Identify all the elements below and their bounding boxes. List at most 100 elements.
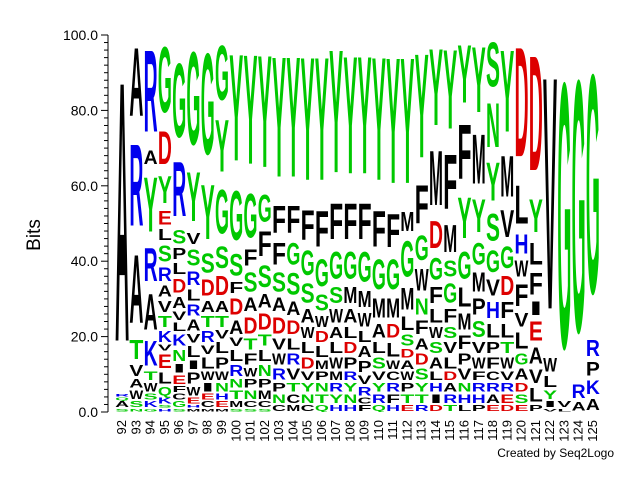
logo-letter: F [329,194,343,251]
logo-letter: F [358,404,372,413]
logo-letter: F [443,305,457,327]
logo-letter: L [158,227,172,245]
x-position-label: 109 [357,420,372,442]
logo-letter: S [443,324,457,342]
logo-letter: Q [115,397,129,402]
logo-letter: A [358,343,372,361]
logo-letter: H [472,393,486,405]
logo-letter: E [186,397,200,405]
logo-letter: V [457,365,472,383]
logo-letter: Y [443,27,457,154]
logo-letter: Y [343,381,358,394]
logo-letter: M [286,404,300,413]
logo-letter: H [215,393,229,401]
logo-letter: Y [415,381,430,394]
logo-letter: G [372,250,386,298]
x-position-label: 108 [342,420,357,442]
x-position-label: 96 [171,420,186,434]
logo-letter: N [244,389,258,401]
logo-letter: I [201,381,215,394]
x-position-label: 120 [514,420,529,442]
logo-letter: N [272,393,286,405]
logo-letter: V [543,8,557,379]
logo-letter: A [529,343,543,369]
logo-letter: P [358,358,372,376]
logo-letter: G [286,237,300,271]
logo-letter: Y [201,169,215,256]
logo-letter: Y [215,105,229,188]
logo-letter: L [186,287,200,305]
logo-letter: L [500,320,514,342]
logo-letter: G [329,244,343,288]
x-position-label: 122 [542,420,557,442]
logo-letter: Y [286,21,300,213]
logo-letter: M [229,400,243,409]
logo-letter: F [429,282,443,308]
x-position-label: 117 [471,420,486,441]
logo-letter: P [472,404,486,412]
logo-letter: A [158,282,172,300]
logo-letter: S [286,266,300,301]
logo-letter: V [500,370,515,383]
logo-letter: Y [329,12,343,210]
logo-letter: L [515,174,529,235]
logo-letter: M [343,284,357,309]
logo-letter: C [358,397,372,405]
logo-letter: H [429,382,443,394]
logo-letter: A [115,4,129,419]
logo-letter: M [372,292,386,323]
logo-letter: A [129,27,143,137]
logo-letter: K [158,397,172,405]
x-position-label: 103 [271,420,286,442]
logo-letter: E [158,208,172,229]
logo-letter: F [500,297,514,323]
logo-letter: L [429,305,443,327]
logo-letter: W [472,355,487,373]
logo-letter: R [372,393,387,405]
logo-letter: W [415,264,429,299]
logo-letter: F [229,279,243,297]
logo-letter: K [586,377,600,399]
logo-letter: L [258,347,272,365]
logo-letter: Y [472,28,486,133]
logo-letter: G [201,23,215,184]
logo-letter: F [244,244,258,270]
logo-letter: F [286,198,300,242]
logo-letter: G [144,408,158,413]
x-position-label: 113 [414,420,429,441]
logo-letter: L [457,404,471,413]
logo-letter: G [186,25,200,174]
logo-letter: A [486,393,501,405]
logo-letter: M [358,287,372,312]
logo-letter: L [543,374,557,392]
logo-letter: C [286,393,301,405]
logo-letter: F [272,236,286,271]
logo-letter: T [400,392,414,405]
logo-letter: A [429,354,443,372]
logo-letter: L [172,321,186,334]
x-position-label: 114 [428,420,443,441]
logo-letter: D [301,354,315,372]
logo-letter: F [343,194,357,251]
logo-letter: S [244,268,258,298]
logo-letter: T [129,335,144,365]
logo-letter: P [586,359,600,380]
logo-letter: L [529,384,543,406]
logo-letter: A [586,396,600,414]
logo-letter: A [201,298,215,316]
logo-letter: T [144,370,158,383]
logo-letter: L [486,320,500,342]
x-position-label: 124 [571,420,586,442]
logo-letter: A [515,365,529,383]
logo-letter: V [272,335,287,353]
logo-letter: R [158,264,172,286]
logo-letter: F [315,201,329,258]
logo-letter: N [301,393,315,405]
logo-letter: S [258,259,272,294]
logo-letter: P [244,377,258,390]
logo-letter: L [158,370,172,388]
logo-letter: S [301,279,315,309]
logo-letter: W [144,381,158,394]
logo-letter: V [229,336,244,349]
